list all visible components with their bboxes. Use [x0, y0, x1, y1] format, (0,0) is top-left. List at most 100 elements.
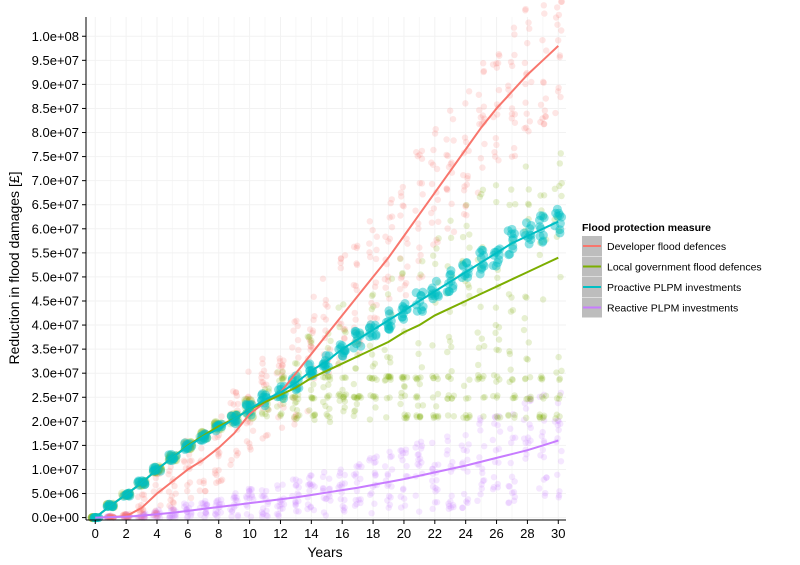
- scatter-point: [481, 140, 488, 148]
- scatter-point: [556, 413, 563, 420]
- scatter-point: [463, 222, 470, 230]
- scatter-point: [555, 84, 562, 91]
- scatter-point: [351, 309, 358, 317]
- scatter-point: [429, 465, 436, 473]
- scatter-point: [279, 394, 289, 404]
- scatter-point: [541, 10, 548, 17]
- scatter-point: [216, 500, 223, 508]
- scatter-point: [336, 469, 344, 477]
- scatter-point: [310, 316, 317, 324]
- scatter-point: [366, 320, 376, 330]
- scatter-point: [383, 373, 390, 380]
- scatter-point: [388, 275, 396, 282]
- scatter-point: [488, 261, 498, 271]
- scatter-point: [274, 485, 282, 492]
- scatter-point: [350, 393, 358, 401]
- scatter-point: [416, 413, 424, 420]
- scatter-point: [384, 353, 391, 361]
- scatter-point: [259, 505, 267, 512]
- scatter-point: [462, 395, 470, 402]
- scatter-point: [372, 458, 379, 466]
- scatter-point: [539, 36, 546, 44]
- scatter-point: [247, 513, 255, 520]
- scatter-point: [356, 392, 364, 400]
- scatter-point: [339, 386, 346, 394]
- scatter-point: [476, 454, 483, 461]
- scatter-point: [521, 125, 528, 132]
- scatter-point: [525, 128, 532, 135]
- scatter-point: [558, 27, 565, 34]
- scatter-point: [292, 499, 299, 506]
- scatter-point: [260, 382, 268, 389]
- scatter-point: [335, 484, 342, 491]
- scatter-point: [512, 434, 519, 441]
- scatter-point: [433, 290, 443, 300]
- scatter-point: [511, 411, 518, 419]
- scatter-point: [538, 433, 546, 440]
- scatter-point: [387, 324, 394, 331]
- scatter-point: [372, 255, 380, 263]
- scatter-point: [373, 376, 380, 383]
- scatter-point: [415, 220, 422, 227]
- scatter-point: [553, 395, 561, 402]
- scatter-point: [308, 472, 315, 479]
- scatter-point: [460, 382, 468, 390]
- scatter-point: [461, 134, 469, 141]
- scatter-point: [385, 504, 392, 511]
- scatter-point: [353, 463, 360, 470]
- scatter-point: [357, 475, 364, 483]
- scatter-point: [156, 470, 163, 478]
- scatter-point: [245, 395, 255, 405]
- scatter-point: [89, 514, 97, 521]
- scatter-point: [264, 513, 271, 520]
- scatter-point: [280, 374, 287, 381]
- scatter-point: [350, 412, 358, 420]
- scatter-point: [555, 426, 562, 434]
- scatter-point: [276, 502, 283, 510]
- scatter-point: [341, 326, 349, 333]
- x-tick-label: 24: [458, 526, 472, 541]
- scatter-point: [320, 485, 327, 493]
- scatter-point: [536, 393, 543, 401]
- scatter-point: [462, 411, 470, 419]
- scatter-point: [168, 493, 175, 500]
- scatter-point: [479, 477, 487, 485]
- scatter-point: [340, 393, 347, 401]
- scatter-point: [510, 24, 518, 31]
- scatter-point: [166, 451, 176, 461]
- scatter-point: [496, 52, 503, 59]
- scatter-point: [199, 500, 207, 507]
- scatter-point: [525, 215, 532, 223]
- scatter-point: [397, 447, 404, 454]
- scatter-point: [497, 414, 504, 421]
- scatter-point: [524, 356, 531, 363]
- scatter-point: [398, 393, 405, 400]
- scatter-point: [273, 370, 280, 377]
- scatter-point: [414, 460, 421, 468]
- scatter-point: [434, 196, 441, 203]
- scatter-point: [293, 414, 301, 422]
- scatter-point: [492, 153, 499, 160]
- scatter-point: [475, 344, 483, 351]
- scatter-point: [541, 492, 549, 499]
- scatter-point: [552, 204, 562, 214]
- scatter-point: [480, 68, 487, 76]
- scatter-point: [307, 472, 314, 479]
- scatter-point: [295, 484, 302, 491]
- scatter-point: [431, 288, 441, 298]
- scatter-point: [416, 414, 424, 421]
- scatter-point: [505, 499, 513, 506]
- scatter-point: [181, 458, 188, 466]
- scatter-point: [495, 336, 503, 343]
- scatter-point: [536, 211, 546, 221]
- scatter-point: [411, 300, 421, 310]
- scatter-point: [355, 496, 362, 503]
- scatter-point: [172, 490, 179, 497]
- scatter-point: [462, 277, 469, 285]
- scatter-point: [491, 413, 499, 420]
- scatter-point: [291, 399, 299, 407]
- scatter-point: [492, 329, 499, 337]
- scatter-point: [433, 245, 440, 252]
- scatter-point: [187, 494, 195, 502]
